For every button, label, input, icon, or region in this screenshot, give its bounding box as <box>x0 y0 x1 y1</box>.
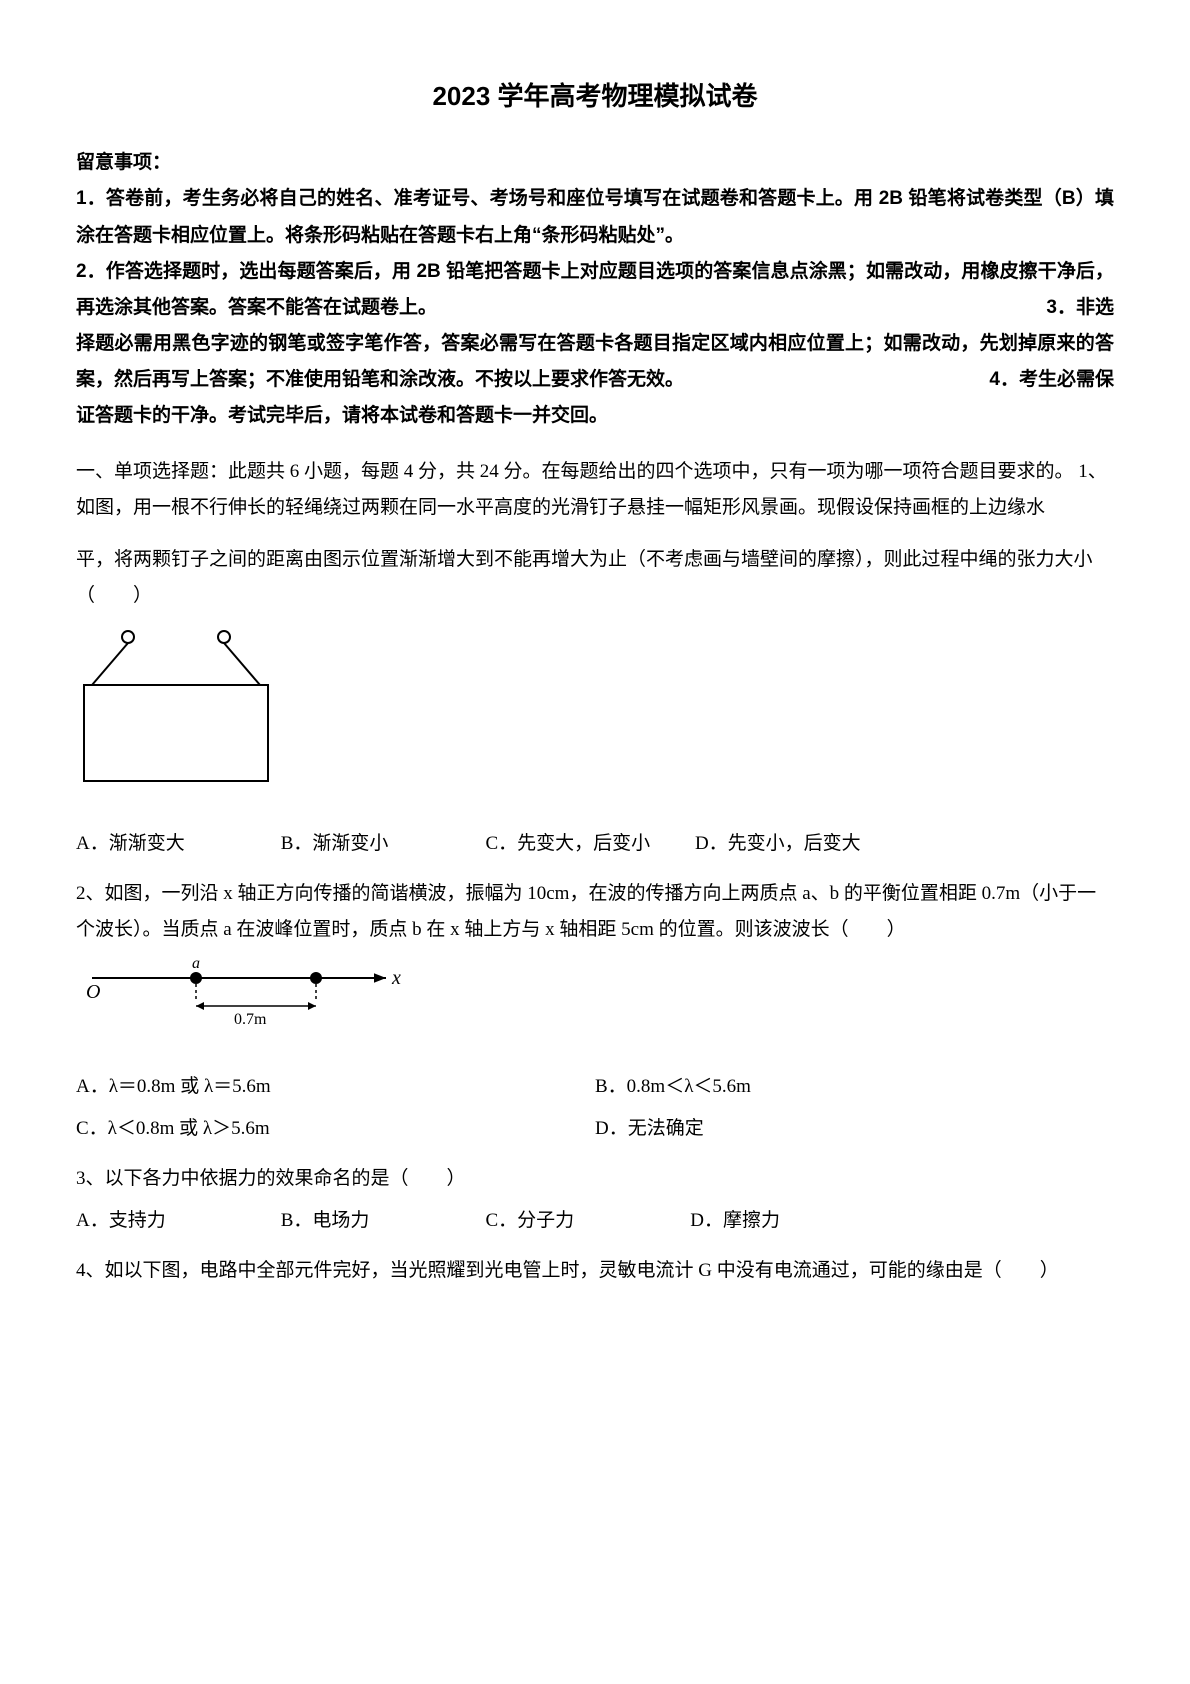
question-2-stem: 2、如图，一列沿 x 轴正方向传播的简谐横波，振幅为 10cm，在波的传播方向上… <box>76 876 1114 948</box>
q3-option-c: C．分子力 <box>486 1203 646 1239</box>
q2-option-d: D．无法确定 <box>595 1111 1114 1147</box>
notice-line-2: 2．作答选择题时，选出每题答案后，用 2B 铅笔把答题卡上对应题目选项的答案信息… <box>76 254 1114 326</box>
question-1: 平，将两颗钉子之间的距离由图示位置渐渐增大到不能再增大为止（不考虑画与墙壁间的摩… <box>76 542 1114 861</box>
question-2: 2、如图，一列沿 x 轴正方向传播的简谐横波，振幅为 10cm，在波的传播方向上… <box>76 876 1114 1147</box>
q3-option-b: B．电场力 <box>281 1203 441 1239</box>
question-1-options: A．渐渐变大 B．渐渐变小 C．先变大，后变小 D．先变小，后变大 <box>76 826 1114 862</box>
question-1-stem-b: 平，将两颗钉子之间的距离由图示位置渐渐增大到不能再增大为止（不考虑画与墙壁间的摩… <box>76 542 1114 614</box>
q1-option-b: B．渐渐变小 <box>281 826 441 862</box>
q3-option-a: A．支持力 <box>76 1203 236 1239</box>
question-3: 3、以下各力中依据力的效果命名的是（ ） A．支持力 B．电场力 C．分子力 D… <box>76 1161 1114 1239</box>
section-1-header: 一、单项选择题：此题共 6 小题，每题 4 分，共 24 分。在每题给出的四个选… <box>76 454 1114 526</box>
notice-line-1: 1．答卷前，考生务必将自己的姓名、准考证号、考场号和座位号填写在试题卷和答题卡上… <box>76 181 1114 253</box>
question-4: 4、如以下图，电路中全部元件完好，当光照耀到光电管上时，灵敏电流计 G 中没有电… <box>76 1253 1114 1289</box>
q1-option-a: A．渐渐变大 <box>76 826 236 862</box>
svg-text:0.7m: 0.7m <box>234 1011 267 1028</box>
svg-text:a: a <box>192 958 200 972</box>
question-4-stem: 4、如以下图，电路中全部元件完好，当光照耀到光电管上时，灵敏电流计 G 中没有电… <box>76 1253 1114 1289</box>
question-3-stem: 3、以下各力中依据力的效果命名的是（ ） <box>76 1161 1114 1197</box>
q3-option-d: D．摩擦力 <box>690 1203 850 1239</box>
question-2-figure: Ox a 0.7m <box>76 958 1114 1041</box>
picture-frame-diagram <box>76 625 276 785</box>
question-2-options: A．λ＝0.8m 或 λ＝5.6m B．0.8m＜λ＜5.6m C．λ＜0.8m… <box>76 1069 1114 1147</box>
q2-option-a: A．λ＝0.8m 或 λ＝5.6m <box>76 1069 595 1105</box>
q2-option-c: C．λ＜0.8m 或 λ＞5.6m <box>76 1111 595 1147</box>
notice-line-3: 择题必需用黑色字迹的钢笔或签字笔作答，答案必需写在答题卡各题目指定区域内相应位置… <box>76 326 1114 398</box>
question-3-options: A．支持力 B．电场力 C．分子力 D．摩擦力 <box>76 1203 1114 1239</box>
instructions-block: 留意事项： 1．答卷前，考生务必将自己的姓名、准考证号、考场号和座位号填写在试题… <box>76 145 1114 434</box>
notice-heading: 留意事项： <box>76 145 1114 181</box>
question-1-figure <box>76 625 1114 798</box>
q1-option-d: D．先变小，后变大 <box>695 826 861 862</box>
q2-option-b: B．0.8m＜λ＜5.6m <box>595 1069 1114 1105</box>
page-title: 2023 学年高考物理模拟试卷 <box>76 72 1114 121</box>
q1-option-c: C．先变大，后变小 <box>486 826 651 862</box>
wave-axis-diagram: Ox a 0.7m <box>76 958 416 1028</box>
notice-line-4: 证答题卡的干净。考试完毕后，请将本试卷和答题卡一并交回。 <box>76 398 1114 434</box>
svg-text:x: x <box>391 967 401 989</box>
svg-text:O: O <box>86 981 100 1003</box>
